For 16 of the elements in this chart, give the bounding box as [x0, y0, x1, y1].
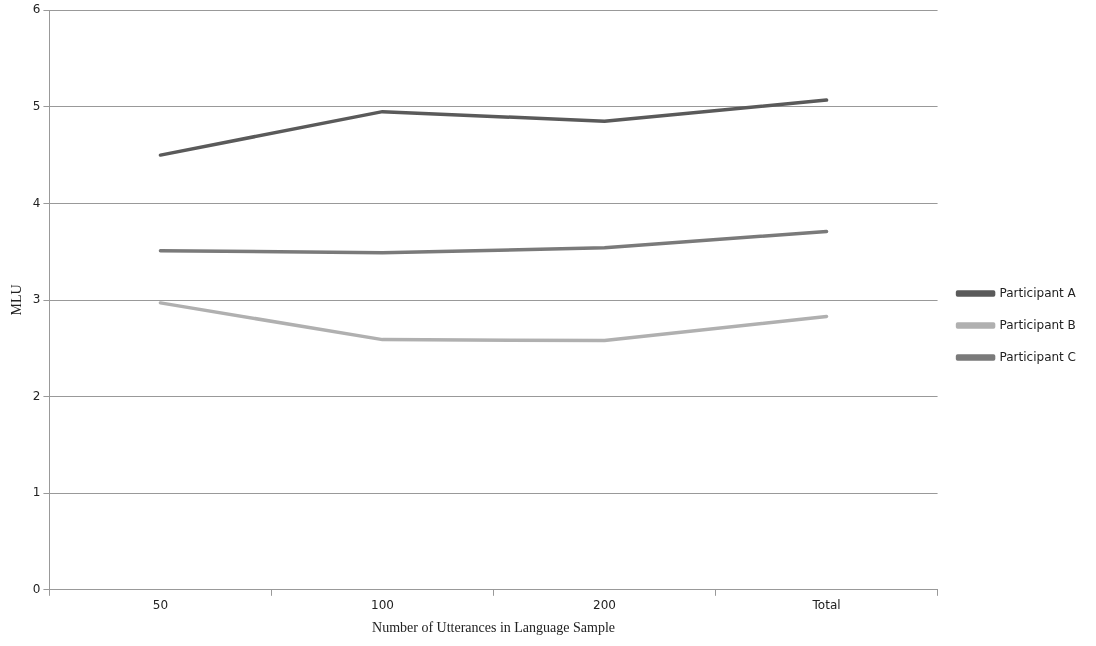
legend-label: Participant C	[999, 349, 1077, 364]
x-tick-label: 100	[371, 598, 394, 613]
y-tick-label: 0	[32, 581, 41, 596]
legend-label: Participant A	[999, 285, 1077, 300]
legend-label: Participant B	[999, 317, 1076, 332]
y-tick-label: 4	[32, 195, 41, 210]
y-axis-title: MLU	[9, 284, 25, 316]
y-tick-label: 2	[32, 388, 41, 403]
x-tick-label: 200	[593, 598, 616, 613]
y-tick-label: 6	[32, 2, 41, 17]
y-tick-label: 3	[32, 292, 41, 307]
y-tick-label: 5	[32, 98, 41, 113]
x-tick-label: Total	[811, 598, 841, 613]
x-axis-title: Number of Utterances in Language Sample	[372, 620, 615, 636]
y-tick-label: 1	[32, 485, 41, 500]
x-tick-label: 50	[152, 598, 169, 613]
